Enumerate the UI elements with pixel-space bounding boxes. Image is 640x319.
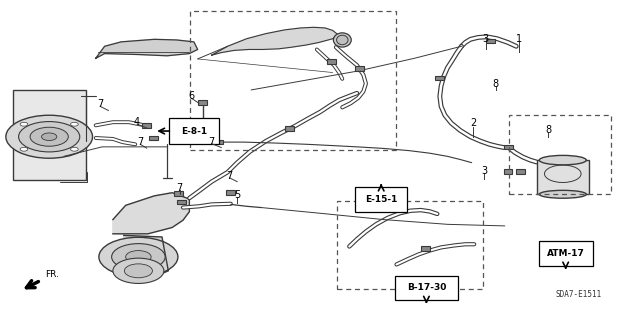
Text: FR.: FR. bbox=[45, 270, 59, 279]
Circle shape bbox=[125, 250, 151, 263]
FancyBboxPatch shape bbox=[539, 241, 593, 266]
Bar bbox=[509, 115, 611, 194]
Bar bbox=[516, 169, 525, 174]
Bar bbox=[142, 123, 151, 128]
Bar bbox=[355, 66, 364, 70]
Circle shape bbox=[20, 122, 28, 126]
Bar bbox=[504, 169, 513, 174]
Bar bbox=[148, 136, 157, 140]
Bar bbox=[420, 247, 429, 251]
Polygon shape bbox=[124, 235, 168, 277]
Text: 6: 6 bbox=[188, 91, 195, 101]
Circle shape bbox=[42, 133, 57, 141]
Circle shape bbox=[113, 258, 164, 284]
Circle shape bbox=[20, 147, 28, 151]
Bar bbox=[486, 39, 495, 43]
Text: 8: 8 bbox=[545, 125, 551, 135]
Polygon shape bbox=[96, 39, 198, 58]
Text: 7: 7 bbox=[177, 183, 183, 193]
Text: E-15-1: E-15-1 bbox=[365, 195, 397, 204]
Bar bbox=[327, 59, 336, 64]
Circle shape bbox=[6, 115, 93, 158]
Bar bbox=[198, 125, 207, 130]
FancyBboxPatch shape bbox=[355, 187, 407, 212]
Text: 5: 5 bbox=[234, 190, 240, 200]
Bar bbox=[435, 76, 444, 80]
Bar bbox=[227, 190, 236, 195]
Text: 7: 7 bbox=[97, 100, 103, 109]
Text: 3: 3 bbox=[481, 166, 488, 175]
Bar bbox=[190, 11, 396, 150]
Bar bbox=[198, 100, 207, 105]
Bar bbox=[174, 191, 183, 196]
Circle shape bbox=[30, 127, 68, 146]
Circle shape bbox=[111, 244, 165, 270]
Circle shape bbox=[70, 147, 78, 151]
Text: 1: 1 bbox=[516, 34, 522, 44]
Circle shape bbox=[99, 237, 178, 277]
Circle shape bbox=[70, 122, 78, 126]
Text: 7: 7 bbox=[137, 137, 143, 147]
Text: 8: 8 bbox=[493, 78, 499, 89]
Polygon shape bbox=[212, 27, 338, 55]
Text: 3: 3 bbox=[483, 34, 489, 44]
FancyBboxPatch shape bbox=[395, 276, 458, 300]
Text: 4: 4 bbox=[134, 117, 140, 127]
Polygon shape bbox=[113, 193, 189, 234]
Circle shape bbox=[124, 264, 152, 278]
Ellipse shape bbox=[540, 190, 586, 198]
Bar bbox=[177, 200, 186, 204]
Bar bbox=[214, 140, 223, 144]
Text: E-8-1: E-8-1 bbox=[180, 127, 207, 136]
Bar bbox=[504, 145, 513, 149]
Ellipse shape bbox=[333, 33, 351, 47]
FancyBboxPatch shape bbox=[13, 90, 86, 180]
Ellipse shape bbox=[540, 155, 586, 165]
Ellipse shape bbox=[337, 35, 348, 45]
Text: 7: 7 bbox=[227, 171, 232, 181]
Text: B-17-30: B-17-30 bbox=[407, 283, 446, 293]
Bar bbox=[285, 126, 294, 131]
Text: 2: 2 bbox=[470, 118, 476, 129]
FancyBboxPatch shape bbox=[169, 118, 219, 144]
Bar bbox=[337, 201, 483, 289]
Bar bbox=[537, 160, 589, 194]
Text: 7: 7 bbox=[209, 137, 215, 147]
Circle shape bbox=[19, 122, 80, 152]
Text: SDA7-E1511: SDA7-E1511 bbox=[556, 290, 602, 299]
Text: ATM-17: ATM-17 bbox=[547, 249, 584, 258]
